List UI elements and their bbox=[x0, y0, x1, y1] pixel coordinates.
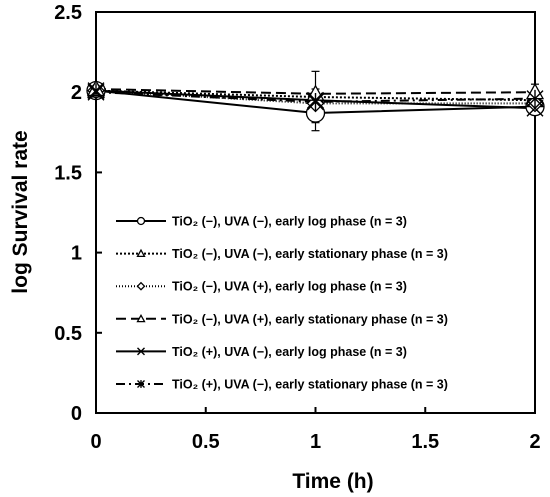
data-point-6 bbox=[526, 89, 544, 108]
legend-label: TiO₂ (−), UVA (+), early log phase (n = … bbox=[172, 280, 407, 294]
y-tick-label: 2.5 bbox=[54, 2, 82, 24]
legend-label: TiO₂ (+), UVA (−), early stationary phas… bbox=[172, 378, 448, 392]
legend-label: TiO₂ (−), UVA (+), early stationary phas… bbox=[172, 312, 448, 326]
y-tick-label: 1 bbox=[71, 243, 82, 265]
x-tick-label: 0.5 bbox=[192, 431, 220, 453]
x-tick-label: 1.5 bbox=[411, 431, 439, 453]
x-axis-ticks: 0 0.5 1 1.5 2 bbox=[90, 407, 541, 453]
y-tick-label: 0 bbox=[71, 403, 82, 425]
legend-marker bbox=[137, 380, 145, 388]
x-tick-label: 0 bbox=[90, 431, 101, 453]
legend-marker bbox=[136, 313, 146, 323]
x-tick-label: 2 bbox=[529, 431, 540, 453]
legend-marker bbox=[136, 248, 146, 258]
legend-label: TiO₂ (+), UVA (−), early log phase (n = … bbox=[172, 345, 407, 359]
series-markers bbox=[86, 79, 545, 123]
x-tick-label: 1 bbox=[310, 431, 321, 453]
legend-label: TiO₂ (−), UVA (−), early log phase (n = … bbox=[172, 215, 407, 229]
data-point-6 bbox=[307, 93, 324, 111]
data-point-5 bbox=[526, 99, 544, 117]
x-axis-title: Time (h) bbox=[292, 470, 373, 493]
y-tick-label: 2 bbox=[71, 82, 82, 104]
y-tick-label: 0.5 bbox=[54, 323, 82, 345]
y-axis-ticks: 0 0.5 1 1.5 2 2.5 bbox=[54, 2, 102, 425]
legend-marker bbox=[136, 281, 146, 291]
legend: TiO₂ (−), UVA (−), early log phase (n = … bbox=[116, 215, 448, 392]
y-tick-label: 1.5 bbox=[54, 162, 82, 184]
legend-marker bbox=[136, 216, 146, 226]
legend-label: TiO₂ (−), UVA (−), early stationary phas… bbox=[172, 247, 448, 261]
y-axis-title: log Survival rate bbox=[9, 130, 32, 293]
data-point-6 bbox=[87, 83, 105, 101]
legend-marker bbox=[137, 347, 145, 356]
series-line-6 bbox=[95, 91, 536, 103]
